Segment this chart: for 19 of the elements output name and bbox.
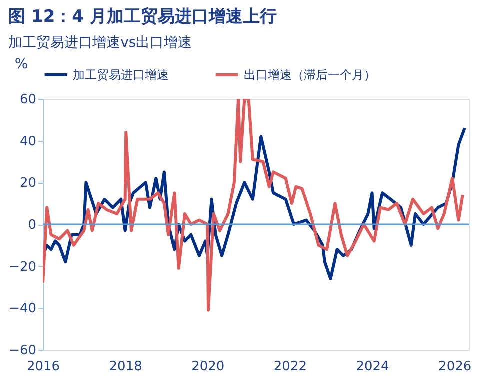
y-axis-title: % <box>14 56 28 72</box>
x-tick-label: 2024 <box>356 360 390 374</box>
legend-label: 加工贸易进口增速 <box>73 68 169 82</box>
y-tick-label: −60 <box>9 344 36 358</box>
y-tick-label: 0 <box>28 218 36 233</box>
legend-label: 出口增速（滞后一个月） <box>244 68 376 82</box>
line-series <box>43 99 464 312</box>
x-tick-label: 2018 <box>109 360 142 374</box>
y-tick-label: 60 <box>20 92 36 108</box>
chart-title: 图 12：4 月加工贸易进口增速上行 <box>8 7 277 27</box>
y-tick-label: 40 <box>20 134 36 150</box>
x-tick-label: 2026 <box>438 360 472 374</box>
chart-subtitle: 加工贸易进口增速vs出口增速 <box>8 35 192 51</box>
y-tick-label: −40 <box>9 302 36 317</box>
x-tick-label: 2016 <box>26 360 60 374</box>
x-tick-label: 2022 <box>274 360 308 374</box>
x-tick-label: 2020 <box>192 360 225 374</box>
y-tick-label: 20 <box>20 176 36 192</box>
y-tick-label: −20 <box>9 260 36 275</box>
